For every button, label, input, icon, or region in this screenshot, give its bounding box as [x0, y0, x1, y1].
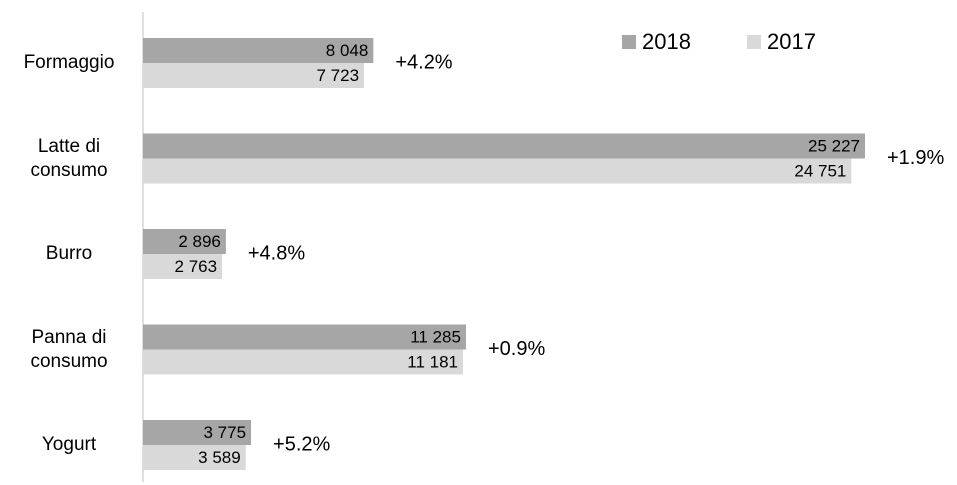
- bar: [143, 63, 365, 88]
- category-label: Panna di consumo: [30, 326, 108, 372]
- legend-label: 2018: [642, 29, 691, 54]
- bar: [143, 38, 374, 63]
- bar: [143, 229, 226, 254]
- category-label: Yogurt: [41, 434, 97, 455]
- legend-swatch: [622, 35, 636, 49]
- value-label: 3 589: [198, 448, 241, 467]
- value-label: 3 775: [203, 423, 246, 442]
- value-label: 25 227: [808, 136, 860, 155]
- bar: [143, 254, 223, 279]
- value-label: 8 048: [326, 41, 369, 60]
- bar: [143, 420, 252, 445]
- bar: [143, 349, 464, 375]
- value-label: 2 896: [178, 232, 221, 251]
- legend-label: 2017: [767, 29, 816, 54]
- annotation: +5.2%: [273, 433, 330, 455]
- bar: [143, 324, 466, 350]
- category-label: Formaggio: [23, 52, 115, 73]
- value-label: 11 285: [410, 327, 461, 346]
- bar: [143, 158, 852, 184]
- category-label: Burro: [45, 243, 93, 264]
- bar: [143, 445, 246, 470]
- value-label: 2 763: [175, 257, 218, 276]
- annotation: +1.9%: [887, 147, 944, 169]
- value-label: 7 723: [316, 66, 359, 85]
- annotation: +4.2%: [395, 51, 452, 73]
- bar: [143, 133, 865, 159]
- category-label: Latte di consumo: [30, 135, 108, 181]
- value-label: 11 181: [407, 352, 458, 371]
- value-label: 24 751: [794, 161, 846, 180]
- annotation: +0.9%: [488, 338, 545, 360]
- annotation: +4.8%: [248, 242, 305, 264]
- legend-swatch: [747, 35, 761, 49]
